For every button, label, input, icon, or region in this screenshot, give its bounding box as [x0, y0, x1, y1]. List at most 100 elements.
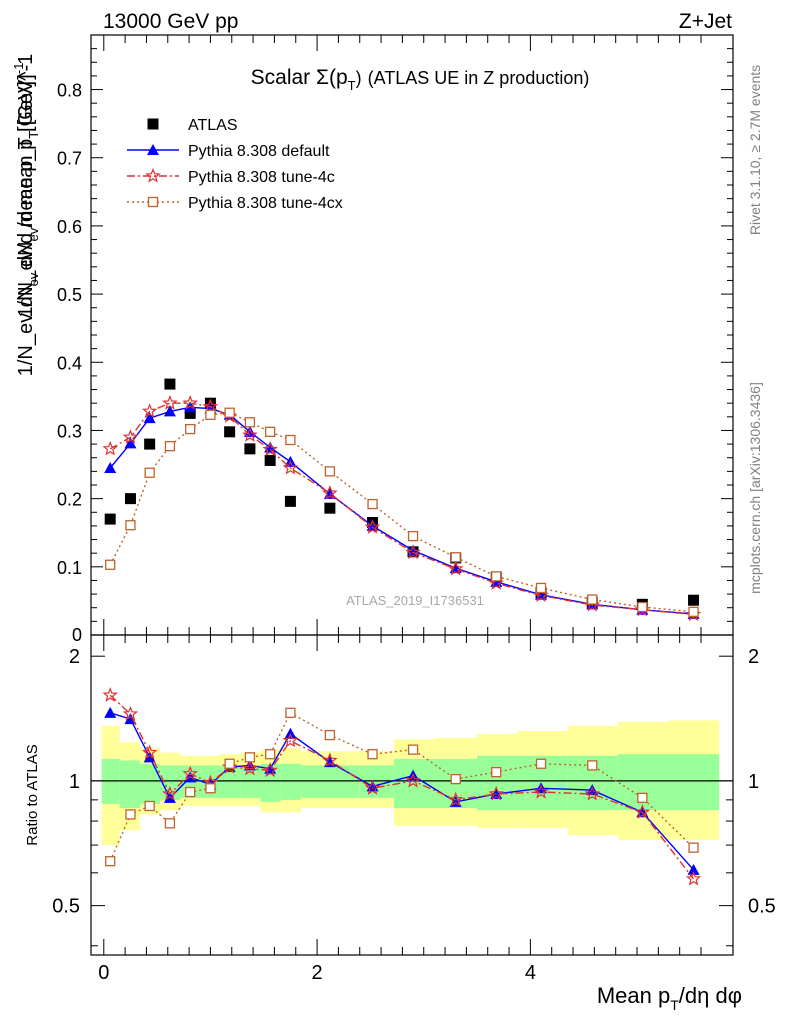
legend-entry: Pythia 8.308 tune-4cx — [188, 195, 343, 212]
ratio-data-point — [587, 760, 598, 771]
main-data-point — [105, 559, 116, 570]
ratio-data-point — [144, 800, 155, 812]
ratio-data-point — [205, 783, 216, 794]
green-band-segment — [119, 760, 141, 809]
header-left: 13000 GeV pp — [103, 10, 238, 33]
mcplots-label: mcplots.cern.ch [arXiv:1306.3436] — [747, 382, 763, 594]
main-data-point — [205, 409, 216, 420]
main-y-tick-label: 0.7 — [57, 149, 82, 169]
x-axis-label-rest: /dη dφ — [679, 983, 742, 1008]
green-band-segment — [240, 765, 261, 798]
main-title-close: ) — [356, 68, 362, 88]
legend-marker — [145, 167, 161, 183]
main-data-point — [182, 395, 199, 410]
main-data-point — [122, 429, 139, 444]
main-data-point — [265, 426, 276, 437]
main-y-axis: 0.1 0.2 0.3 0.4 0.5 0.6 0.7 0.8 — [57, 35, 733, 636]
main-data-point — [184, 401, 197, 413]
ratio-data-point — [535, 758, 547, 769]
main-y-tick-label: 0.6 — [57, 217, 82, 237]
main-data-point — [242, 426, 258, 442]
legend-entry: Pythia 8.308 tune-4c — [188, 169, 335, 186]
main-y-tick-label: 0.8 — [57, 81, 82, 101]
rivet-version-label: Rivet 3.1.10, ≥ 2.7M events — [747, 65, 763, 235]
ratio-data-point — [450, 773, 461, 785]
main-data-point — [284, 495, 296, 507]
main-data-point — [688, 594, 700, 606]
main-data-point — [322, 485, 338, 500]
main-data-point — [124, 493, 136, 505]
main-data-point — [535, 582, 547, 594]
ratio-data-point — [491, 766, 502, 778]
ratio-data-point — [243, 759, 256, 771]
main-data-point — [224, 426, 236, 438]
ratio-data-point — [324, 729, 336, 741]
ratio-data-point — [367, 749, 378, 760]
main-plot-content — [102, 378, 702, 622]
main-data-point — [688, 606, 699, 617]
main-data-point — [405, 544, 421, 560]
main-y-tick-label: 0.3 — [57, 421, 82, 441]
ratio-panel: 0.5 0.5 1 1 2 2 0 2 4 Ratio to ATLAS Mean pT/dη… — [24, 634, 776, 1013]
main-data-point — [104, 461, 117, 473]
main-y-axis-label: 1/N_ev dN_ev/d mean p_T [GeV]^-1 — [15, 54, 37, 377]
ratio-data-point — [407, 744, 419, 755]
main-data-point — [324, 466, 336, 477]
legend-entry: ATLAS — [188, 117, 238, 134]
ratio-data-point — [634, 804, 651, 819]
ratio-y-axis-label: Ratio to ATLAS — [24, 744, 41, 845]
ratio-y-tick-label-right: 2 — [748, 646, 759, 668]
ratio-data-point — [105, 856, 116, 867]
main-series-3 — [105, 407, 699, 617]
ratio-x-tick-label: 0 — [98, 962, 109, 984]
ratio-x-axis-label: Mean pT/dη dφ — [597, 983, 742, 1013]
ratio-data-point — [285, 707, 296, 718]
main-data-point — [143, 412, 156, 424]
main-data-point — [264, 454, 276, 466]
main-data-point — [124, 437, 137, 449]
main-data-point — [162, 395, 178, 410]
ratio-data-point — [262, 762, 278, 778]
main-title-sub: T — [348, 78, 356, 93]
main-y-tick-label: 0.1 — [57, 558, 82, 578]
ratio-data-point — [141, 744, 158, 760]
ratio-data-point — [102, 686, 118, 702]
ratio-x-tick-label: 4 — [525, 962, 536, 984]
main-data-point — [163, 405, 176, 417]
ratio-data-point — [584, 785, 600, 801]
ratio-data-point — [244, 752, 256, 763]
main-data-point — [202, 398, 219, 414]
main-data-point — [125, 520, 136, 531]
main-data-point — [587, 594, 598, 605]
ratio-data-point — [185, 786, 196, 798]
main-data-point — [282, 459, 299, 475]
green-band-segment — [280, 763, 302, 800]
analysis-watermark: ATLAS_2019_I1736531 — [346, 593, 484, 608]
ratio-plot-content — [102, 686, 702, 886]
green-band-segment — [140, 763, 161, 804]
ratio-frame — [90, 634, 734, 956]
ratio-data-point — [405, 772, 421, 788]
ratio-series-2 — [105, 707, 699, 867]
ratio-data-point — [364, 780, 381, 795]
ratio-data-point — [535, 782, 548, 794]
main-data-point — [637, 601, 648, 613]
uncertainty-bands — [101, 720, 720, 846]
ratio-x-axis: 0 2 4 — [98, 635, 702, 984]
main-data-point — [224, 407, 235, 418]
ratio-data-point — [282, 732, 299, 748]
ratio-data-point — [224, 758, 235, 769]
main-title-main: Scalar Σ(p — [251, 66, 348, 89]
header-right: Z+Jet — [679, 10, 732, 33]
ratio-series-line — [109, 694, 695, 880]
ratio-y-tick-label-right: 1 — [748, 771, 759, 793]
ratio-data-point — [242, 760, 258, 776]
main-data-point — [141, 403, 158, 418]
ratio-data-point — [688, 842, 699, 853]
main-data-point — [367, 498, 378, 510]
ratio-y-axis: 0.5 0.5 1 1 2 2 — [52, 646, 776, 947]
main-data-point — [491, 571, 502, 582]
main-data-point — [164, 378, 176, 390]
